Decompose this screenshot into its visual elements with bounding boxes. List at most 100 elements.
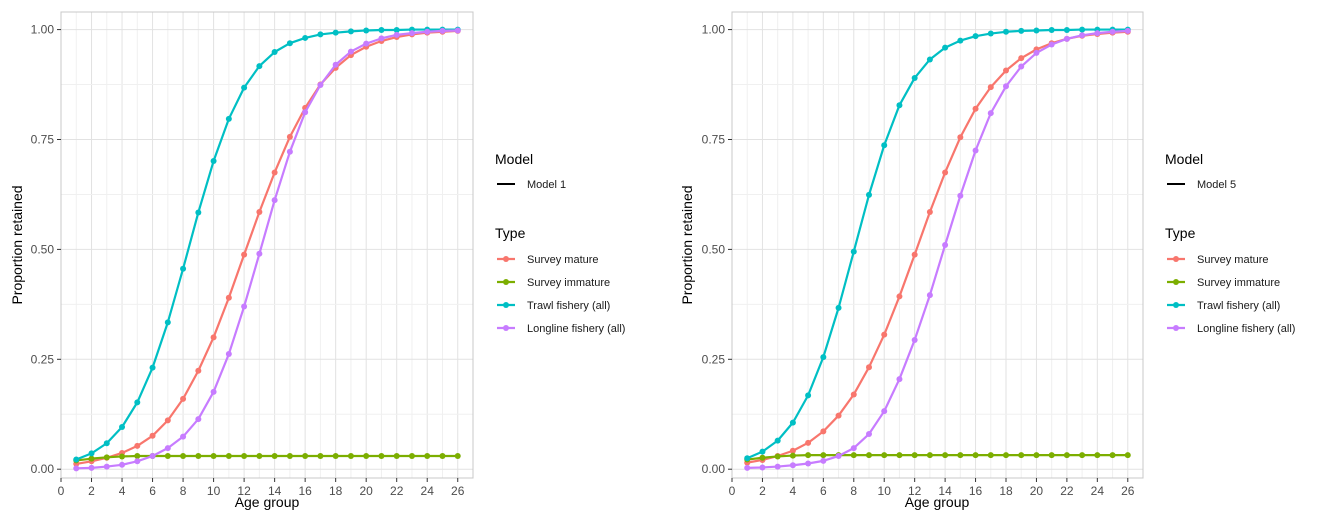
x-tick-label: 0 bbox=[729, 484, 736, 498]
x-tick-label: 14 bbox=[268, 484, 282, 498]
data-point-survey-mature bbox=[987, 84, 994, 91]
legend-type-title: Type bbox=[495, 225, 526, 241]
data-point-longline-fishery-all bbox=[134, 458, 141, 465]
x-tick-label: 22 bbox=[390, 484, 404, 498]
data-point-survey-immature bbox=[942, 452, 949, 459]
data-point-trawl-fishery-all bbox=[88, 450, 95, 457]
x-tick-label: 18 bbox=[999, 484, 1013, 498]
data-point-longline-fishery-all bbox=[881, 408, 888, 415]
legend-type-label-4: Longline fishery (all) bbox=[1197, 323, 1295, 335]
data-point-longline-fishery-all bbox=[73, 465, 80, 472]
data-point-survey-immature bbox=[881, 452, 888, 459]
data-point-survey-mature bbox=[881, 331, 888, 338]
data-point-longline-fishery-all bbox=[850, 445, 857, 452]
data-point-longline-fishery-all bbox=[164, 445, 171, 452]
data-point-trawl-fishery-all bbox=[149, 364, 156, 371]
x-tick-label: 18 bbox=[329, 484, 343, 498]
x-tick-label: 16 bbox=[969, 484, 983, 498]
data-point-survey-immature bbox=[789, 452, 796, 459]
legend: Model Model 5 Type Survey mature Survey … bbox=[1165, 151, 1295, 335]
data-point-survey-immature bbox=[256, 453, 263, 460]
legend: Model Model 1 Type Survey mature Survey … bbox=[495, 151, 625, 335]
data-point-longline-fishery-all bbox=[408, 30, 415, 37]
y-tick-label: 0.25 bbox=[702, 352, 726, 366]
data-point-longline-fishery-all bbox=[210, 388, 217, 395]
legend-type-keys bbox=[1167, 256, 1185, 331]
y-tick-label: 0.75 bbox=[31, 132, 55, 146]
data-point-survey-immature bbox=[134, 453, 141, 460]
data-point-trawl-fishery-all bbox=[195, 209, 202, 216]
data-point-trawl-fishery-all bbox=[972, 33, 979, 40]
data-point-survey-immature bbox=[1033, 452, 1040, 459]
x-tick-label: 24 bbox=[1091, 484, 1105, 498]
data-point-survey-mature bbox=[286, 133, 293, 140]
legend-key-point-longline-fishery-all bbox=[503, 325, 509, 331]
data-point-trawl-fishery-all bbox=[256, 63, 263, 70]
data-point-survey-immature bbox=[759, 454, 766, 461]
data-point-trawl-fishery-all bbox=[1079, 26, 1086, 33]
data-point-survey-immature bbox=[332, 453, 339, 460]
data-point-longline-fishery-all bbox=[774, 463, 781, 470]
data-point-trawl-fishery-all bbox=[1033, 27, 1040, 34]
data-point-survey-mature bbox=[926, 209, 933, 216]
data-point-longline-fishery-all bbox=[271, 197, 278, 204]
y-axis-title: Proportion retained bbox=[679, 185, 695, 304]
data-point-survey-mature bbox=[180, 395, 187, 402]
data-point-longline-fishery-all bbox=[347, 48, 354, 55]
data-point-trawl-fishery-all bbox=[774, 437, 781, 444]
data-point-longline-fishery-all bbox=[942, 242, 949, 248]
data-point-survey-immature bbox=[439, 453, 446, 460]
data-point-trawl-fishery-all bbox=[119, 424, 126, 431]
data-point-trawl-fishery-all bbox=[225, 115, 232, 122]
data-point-longline-fishery-all bbox=[835, 453, 842, 460]
x-tick-label: 0 bbox=[58, 484, 65, 498]
data-point-survey-immature bbox=[408, 453, 415, 460]
data-point-longline-fishery-all bbox=[759, 464, 766, 471]
data-point-longline-fishery-all bbox=[926, 292, 933, 299]
data-point-trawl-fishery-all bbox=[957, 37, 964, 44]
y-tick-label: 0.25 bbox=[31, 352, 55, 366]
legend-key-point-trawl-fishery-all bbox=[1173, 302, 1179, 308]
data-point-survey-immature bbox=[805, 452, 812, 459]
data-point-survey-immature bbox=[164, 453, 171, 460]
data-point-trawl-fishery-all bbox=[789, 419, 796, 426]
data-point-trawl-fishery-all bbox=[835, 304, 842, 311]
x-tick-label: 16 bbox=[298, 484, 312, 498]
data-point-survey-mature bbox=[134, 442, 141, 449]
data-point-survey-immature bbox=[302, 453, 309, 460]
legend-type-keys bbox=[497, 256, 515, 331]
data-point-trawl-fishery-all bbox=[987, 30, 994, 37]
data-point-survey-mature bbox=[1003, 67, 1009, 74]
data-point-survey-mature bbox=[210, 334, 217, 341]
legend-type-label-1: Survey mature bbox=[1197, 254, 1269, 266]
data-point-survey-mature bbox=[271, 169, 278, 176]
data-point-trawl-fishery-all bbox=[926, 56, 933, 63]
data-point-survey-mature bbox=[195, 367, 202, 374]
y-tick-label: 0.50 bbox=[702, 242, 726, 256]
y-tick-label: 0.50 bbox=[31, 242, 55, 256]
data-point-longline-fishery-all bbox=[1033, 49, 1040, 56]
legend-model-label: Model 5 bbox=[1197, 179, 1236, 191]
data-point-longline-fishery-all bbox=[1094, 30, 1101, 37]
data-point-longline-fishery-all bbox=[1079, 32, 1086, 39]
data-point-survey-immature bbox=[103, 454, 110, 461]
data-point-longline-fishery-all bbox=[1063, 35, 1070, 42]
data-point-trawl-fishery-all bbox=[393, 27, 400, 34]
data-point-survey-mature bbox=[820, 428, 827, 435]
data-point-longline-fishery-all bbox=[378, 35, 385, 42]
data-point-survey-immature bbox=[1094, 452, 1101, 459]
plot-panel-border bbox=[60, 11, 474, 479]
gridlines bbox=[60, 12, 474, 478]
data-point-survey-immature bbox=[1079, 452, 1086, 459]
data-point-survey-mature bbox=[942, 169, 949, 176]
data-point-longline-fishery-all bbox=[149, 453, 156, 460]
data-point-survey-immature bbox=[866, 452, 872, 459]
data-point-survey-immature bbox=[180, 453, 187, 460]
data-point-survey-mature bbox=[896, 293, 903, 300]
data-point-trawl-fishery-all bbox=[363, 27, 370, 34]
data-point-survey-immature bbox=[195, 453, 202, 460]
data-point-survey-immature bbox=[987, 452, 994, 459]
legend-type-label-4: Longline fishery (all) bbox=[527, 323, 625, 335]
data-point-survey-immature bbox=[210, 453, 217, 460]
x-tick-label: 12 bbox=[908, 484, 922, 498]
